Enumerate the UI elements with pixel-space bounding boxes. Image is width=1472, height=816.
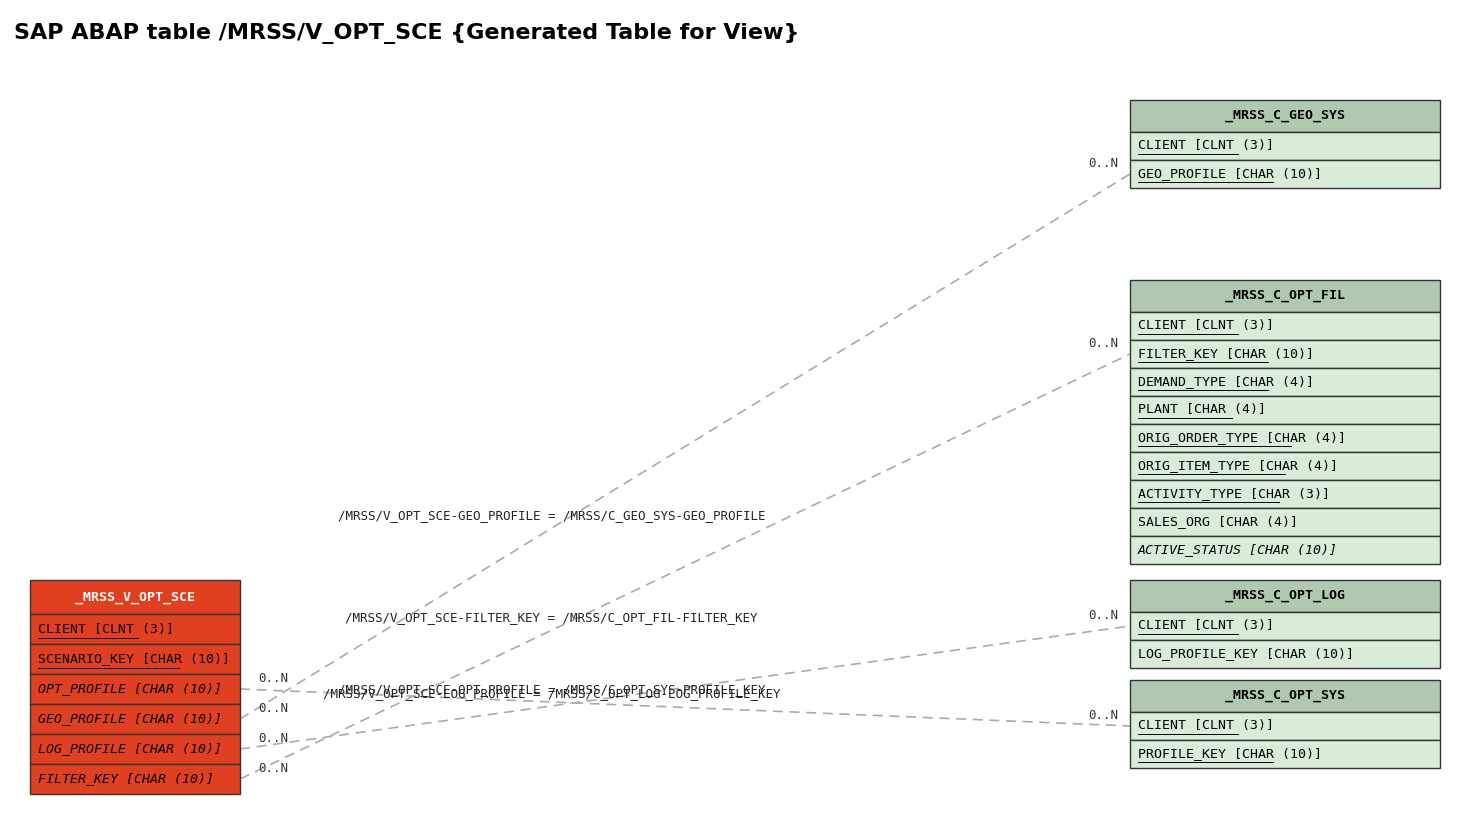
Bar: [1130, 712, 1440, 740]
Text: 0..N: 0..N: [258, 702, 289, 715]
Text: CLIENT [CLNT (3)]: CLIENT [CLNT (3)]: [1138, 720, 1273, 733]
Bar: [1130, 100, 1440, 132]
Text: PROFILE_KEY [CHAR (10)]: PROFILE_KEY [CHAR (10)]: [1138, 747, 1322, 761]
Text: 0..N: 0..N: [258, 762, 289, 775]
Bar: [1130, 312, 1440, 340]
Bar: [29, 614, 240, 644]
Text: /MRSS/V_OPT_SCE-LOG_PROFILE = /MRSS/C_OPT_LOG-LOG_PROFILE_KEY: /MRSS/V_OPT_SCE-LOG_PROFILE = /MRSS/C_OP…: [322, 687, 780, 700]
Text: CLIENT [CLNT (3)]: CLIENT [CLNT (3)]: [1138, 320, 1273, 332]
Text: FILTER_KEY [CHAR (10)]: FILTER_KEY [CHAR (10)]: [1138, 348, 1314, 361]
Bar: [1130, 580, 1440, 612]
Text: 0..N: 0..N: [1088, 157, 1119, 170]
Bar: [1130, 368, 1440, 396]
Text: GEO_PROFILE [CHAR (10)]: GEO_PROFILE [CHAR (10)]: [38, 712, 222, 725]
Text: CLIENT [CLNT (3)]: CLIENT [CLNT (3)]: [1138, 140, 1273, 153]
Bar: [1130, 740, 1440, 768]
Bar: [1130, 452, 1440, 480]
Bar: [29, 580, 240, 614]
Bar: [1130, 480, 1440, 508]
Text: ACTIVE_STATUS [CHAR (10)]: ACTIVE_STATUS [CHAR (10)]: [1138, 543, 1338, 557]
Text: PLANT [CHAR (4)]: PLANT [CHAR (4)]: [1138, 403, 1266, 416]
Bar: [1130, 340, 1440, 368]
Text: GEO_PROFILE [CHAR (10)]: GEO_PROFILE [CHAR (10)]: [1138, 167, 1322, 180]
Text: _MRSS_C_GEO_SYS: _MRSS_C_GEO_SYS: [1225, 109, 1345, 122]
Text: 0..N: 0..N: [258, 732, 289, 745]
Text: SCENARIO_KEY [CHAR (10)]: SCENARIO_KEY [CHAR (10)]: [38, 653, 230, 666]
Bar: [1130, 280, 1440, 312]
Text: _MRSS_C_OPT_SYS: _MRSS_C_OPT_SYS: [1225, 690, 1345, 703]
Text: LOG_PROFILE [CHAR (10)]: LOG_PROFILE [CHAR (10)]: [38, 743, 222, 756]
Text: ORIG_ORDER_TYPE [CHAR (4)]: ORIG_ORDER_TYPE [CHAR (4)]: [1138, 432, 1345, 445]
Text: 0..N: 0..N: [1088, 709, 1119, 722]
Bar: [29, 734, 240, 764]
Bar: [1130, 396, 1440, 424]
Text: 0..N: 0..N: [1088, 337, 1119, 350]
Text: LOG_PROFILE_KEY [CHAR (10)]: LOG_PROFILE_KEY [CHAR (10)]: [1138, 648, 1354, 660]
Bar: [1130, 424, 1440, 452]
Text: ACTIVITY_TYPE [CHAR (3)]: ACTIVITY_TYPE [CHAR (3)]: [1138, 487, 1331, 500]
Text: OPT_PROFILE [CHAR (10)]: OPT_PROFILE [CHAR (10)]: [38, 682, 222, 695]
Text: SALES_ORG [CHAR (4)]: SALES_ORG [CHAR (4)]: [1138, 516, 1298, 529]
Bar: [29, 704, 240, 734]
Text: /MRSS/V_OPT_SCE-GEO_PROFILE = /MRSS/C_GEO_SYS-GEO_PROFILE: /MRSS/V_OPT_SCE-GEO_PROFILE = /MRSS/C_GE…: [337, 509, 765, 522]
Bar: [1130, 160, 1440, 188]
Text: /MRSS/V_OPT_SCE-OPT_PROFILE = /MRSS/C_OPT_SYS-PROFILE_KEY: /MRSS/V_OPT_SCE-OPT_PROFILE = /MRSS/C_OP…: [337, 683, 765, 696]
Text: _MRSS_V_OPT_SCE: _MRSS_V_OPT_SCE: [75, 591, 194, 604]
Text: ORIG_ITEM_TYPE [CHAR (4)]: ORIG_ITEM_TYPE [CHAR (4)]: [1138, 459, 1338, 472]
Text: 0..N: 0..N: [1088, 609, 1119, 622]
Text: _MRSS_C_OPT_LOG: _MRSS_C_OPT_LOG: [1225, 589, 1345, 602]
Bar: [29, 674, 240, 704]
Text: /MRSS/V_OPT_SCE-FILTER_KEY = /MRSS/C_OPT_FIL-FILTER_KEY: /MRSS/V_OPT_SCE-FILTER_KEY = /MRSS/C_OPT…: [346, 611, 758, 624]
Text: FILTER_KEY [CHAR (10)]: FILTER_KEY [CHAR (10)]: [38, 773, 213, 786]
Bar: [1130, 536, 1440, 564]
Bar: [1130, 132, 1440, 160]
Bar: [1130, 640, 1440, 668]
Text: 0..N: 0..N: [258, 672, 289, 685]
Bar: [29, 644, 240, 674]
Text: _MRSS_C_OPT_FIL: _MRSS_C_OPT_FIL: [1225, 290, 1345, 303]
Text: DEMAND_TYPE [CHAR (4)]: DEMAND_TYPE [CHAR (4)]: [1138, 375, 1314, 388]
Text: CLIENT [CLNT (3)]: CLIENT [CLNT (3)]: [38, 623, 174, 636]
Bar: [1130, 680, 1440, 712]
Text: SAP ABAP table /MRSS/V_OPT_SCE {Generated Table for View}: SAP ABAP table /MRSS/V_OPT_SCE {Generate…: [15, 24, 799, 45]
Text: CLIENT [CLNT (3)]: CLIENT [CLNT (3)]: [1138, 619, 1273, 632]
Bar: [1130, 508, 1440, 536]
Bar: [1130, 612, 1440, 640]
Bar: [29, 764, 240, 794]
